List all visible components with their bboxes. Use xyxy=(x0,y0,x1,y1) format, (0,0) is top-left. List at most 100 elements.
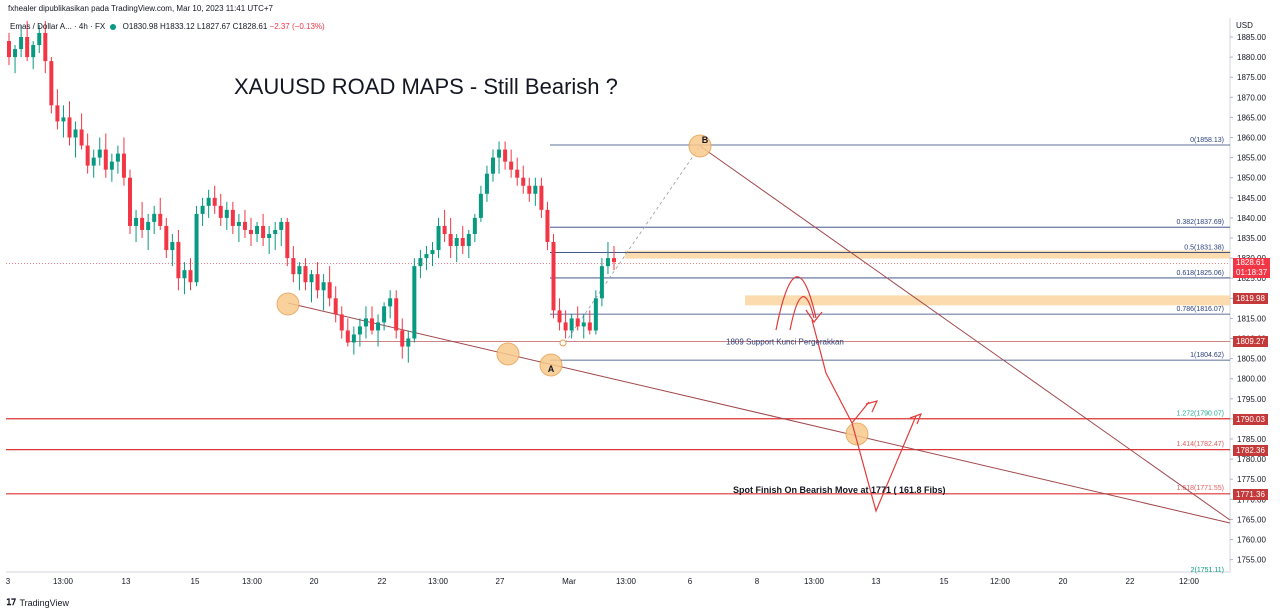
y-tick-label: 1805.00 xyxy=(1237,355,1266,364)
x-tick-label: 13:00 xyxy=(616,577,637,586)
fib-level-label: 1.618(1771.55) xyxy=(1177,485,1224,492)
y-tick-label: 1835.00 xyxy=(1237,234,1266,243)
candle-body xyxy=(49,61,54,106)
x-tick-label: 8 xyxy=(755,577,760,586)
y-tick-label: 1795.00 xyxy=(1237,395,1266,404)
y-tick-label: 1885.00 xyxy=(1237,33,1266,42)
candle-body xyxy=(291,258,296,275)
y-tick-label: 1880.00 xyxy=(1237,53,1266,62)
price-level-badge: 1790.03 xyxy=(1233,413,1268,425)
x-tick-label: 20 xyxy=(310,577,319,586)
candle-body xyxy=(612,258,616,263)
tradingview-logo[interactable]: 𝟣𝟩 TradingView xyxy=(6,597,69,608)
x-tick-label: 20 xyxy=(1059,577,1068,586)
candle-body xyxy=(339,314,344,331)
candle-body xyxy=(303,266,308,283)
symbol-info[interactable]: Emas / Dollar A... · 4h · FX O1830.98 H1… xyxy=(10,22,325,31)
support-annotation: 1809 Support Kunci Pergerakkan xyxy=(726,337,844,346)
candle-body xyxy=(43,32,48,62)
candle-body xyxy=(97,149,102,158)
candle-body xyxy=(357,326,362,335)
fib-level-label: 0.786(1816.07) xyxy=(1177,306,1224,313)
fib-level-label: 0(1858.13) xyxy=(1190,137,1224,144)
candle-body xyxy=(539,185,544,210)
fib-level-label: 0.5(1831.38) xyxy=(1184,245,1224,252)
y-tick-label: 1765.00 xyxy=(1237,515,1266,524)
candle-body xyxy=(91,157,96,166)
y-tick-label: 1815.00 xyxy=(1237,314,1266,323)
candle-body xyxy=(327,282,332,299)
candle-body xyxy=(370,318,374,331)
y-tick-label: 1875.00 xyxy=(1237,73,1266,82)
candle-body xyxy=(406,338,411,347)
arrow-head-icon xyxy=(909,412,923,425)
candle-body xyxy=(13,49,18,58)
candle-body xyxy=(478,193,483,218)
candle-body xyxy=(509,161,514,170)
candle-body xyxy=(593,298,598,331)
candle-body xyxy=(73,129,78,138)
fib-level-label: 0.618(1825.06) xyxy=(1177,270,1224,277)
bar-countdown: 01:18:37 xyxy=(1236,267,1268,277)
candle-body xyxy=(321,282,326,291)
candle-body xyxy=(581,322,586,327)
candle-body xyxy=(521,177,526,186)
price-level-badge: 1771.36 xyxy=(1233,488,1268,500)
candle-body xyxy=(188,270,193,283)
candle-body xyxy=(218,205,223,218)
candle-body xyxy=(255,225,260,234)
candle-body xyxy=(599,266,604,299)
candle-body xyxy=(103,149,108,170)
candle-body xyxy=(224,209,229,218)
currency-label: USD xyxy=(1236,21,1253,30)
candle-body xyxy=(285,221,290,259)
candle-body xyxy=(206,197,211,206)
candle-body xyxy=(388,298,393,307)
x-tick-label: 12:00 xyxy=(1179,577,1200,586)
candle-body xyxy=(267,233,272,238)
candle-body xyxy=(121,153,126,178)
ohlc-close: C1828.61 xyxy=(232,22,268,31)
lower-trendline xyxy=(287,302,1231,524)
x-tick-label: 13 xyxy=(122,577,131,586)
candle-body xyxy=(279,221,284,230)
ab-connector-line xyxy=(564,145,701,344)
candle-body xyxy=(55,105,60,122)
finish-annotation: Spot Finish On Bearish Move at 1771 ( 16… xyxy=(733,485,946,495)
candle-body xyxy=(503,149,508,162)
pivot-circle xyxy=(539,353,563,377)
projection-path-branch xyxy=(851,401,870,424)
candle-body xyxy=(382,306,387,323)
tradingview-brand: TradingView xyxy=(19,597,69,608)
candle-body xyxy=(569,318,574,331)
y-tick-label: 1780.00 xyxy=(1237,455,1266,464)
candle-body xyxy=(170,242,175,251)
projection-path xyxy=(811,319,917,513)
candle-body xyxy=(242,221,247,230)
candle-body xyxy=(333,298,338,315)
pivot-circle xyxy=(496,342,520,366)
candle-body xyxy=(448,233,453,247)
candle-body xyxy=(533,185,538,194)
candle-body xyxy=(134,217,139,226)
candle-body xyxy=(454,238,459,247)
publisher-line: fxhealer dipublikasikan pada TradingView… xyxy=(8,4,273,13)
candle-body xyxy=(194,213,199,283)
timeframe[interactable]: 4h xyxy=(78,22,88,31)
candle-body xyxy=(363,318,368,327)
candle-body xyxy=(297,266,302,275)
y-tick-label: 1755.00 xyxy=(1237,556,1266,565)
candle-body xyxy=(128,177,132,226)
candle-body xyxy=(400,330,405,347)
symbol-separator: · xyxy=(74,22,79,31)
candle-body xyxy=(472,217,477,234)
candle-body xyxy=(37,32,42,46)
candle-body xyxy=(418,258,423,267)
candle-body xyxy=(176,242,181,279)
chart-title: XAUUSD ROAD MAPS - Still Bearish ? xyxy=(234,74,618,99)
price-level-badge: 1809.27 xyxy=(1233,336,1268,348)
candle-body xyxy=(212,197,217,206)
candle-body xyxy=(152,213,157,222)
symbol-name[interactable]: Emas / Dollar A... xyxy=(10,22,72,31)
